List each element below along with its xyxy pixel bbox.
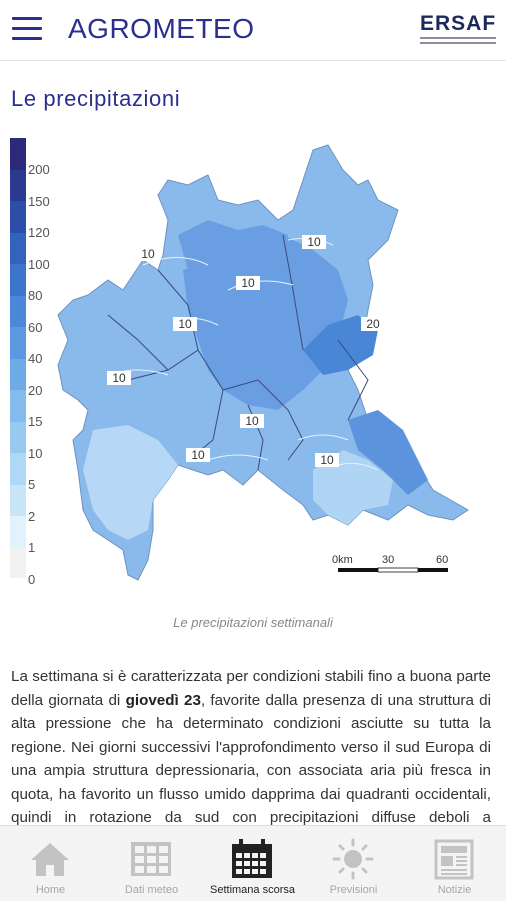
svg-text:60: 60 bbox=[436, 554, 448, 566]
contour-labels: 10 10 10 10 10 10 10 10 20 bbox=[107, 235, 385, 467]
tab-dati-meteo[interactable]: Dati meteo bbox=[101, 826, 202, 901]
app-title: AGROMETEO bbox=[68, 13, 255, 44]
contour-label: 10 bbox=[191, 448, 205, 462]
legend-swatch bbox=[10, 264, 26, 296]
bottom-tab-bar: Home Dati meteo Settimana scorsa bbox=[0, 825, 506, 901]
legend-swatch bbox=[10, 547, 26, 578]
article-body: La settimana si è caratterizzata per con… bbox=[11, 668, 491, 825]
precipitation-map: 10 10 10 10 10 10 10 10 20 0km 30 60 bbox=[57, 144, 469, 581]
page-title: Le precipitazioni bbox=[11, 86, 181, 111]
app-header: AGROMETEO ERSAF bbox=[0, 0, 506, 61]
legend-value: 200 bbox=[28, 162, 50, 177]
province-borders bbox=[107, 234, 369, 471]
legend-swatch bbox=[10, 390, 26, 422]
contour-label: 20 bbox=[366, 317, 380, 331]
contour-label-bg bbox=[107, 371, 131, 385]
legend-swatch bbox=[10, 138, 26, 170]
legend-value: 15 bbox=[28, 414, 43, 429]
menu-icon[interactable] bbox=[12, 15, 42, 43]
map-caption: Le precipitazioni settimanali bbox=[173, 615, 333, 630]
region-zone-central bbox=[183, 235, 348, 410]
legend-value: 5 bbox=[28, 477, 36, 492]
calendar-icon bbox=[232, 839, 272, 878]
contour-label-bg bbox=[186, 448, 210, 462]
legend-value: 40 bbox=[28, 351, 43, 366]
region-zone-north bbox=[178, 220, 288, 275]
legend-swatch bbox=[10, 232, 26, 264]
legend-swatch bbox=[10, 327, 26, 359]
legend-value: 0 bbox=[28, 571, 36, 587]
legend-swatch bbox=[10, 169, 26, 201]
contour-label: 10 bbox=[307, 235, 321, 249]
contour-label: 10 bbox=[112, 371, 126, 385]
contour-label-bg bbox=[236, 276, 260, 290]
contour-label: 10 bbox=[178, 317, 192, 331]
precipitation-legend: 200 150 120 100 80 60 40 20 15 10 5 2 1 0 bbox=[10, 138, 70, 613]
contour-label-bg bbox=[315, 453, 339, 467]
contour-label-bg bbox=[361, 317, 385, 331]
ersaf-logo: ERSAF bbox=[414, 10, 498, 52]
contour-label: 10 bbox=[241, 276, 255, 290]
contour-label-bg bbox=[136, 247, 160, 261]
legend-swatch bbox=[10, 295, 26, 327]
region-zone-south-light bbox=[83, 425, 178, 540]
contour-label: 10 bbox=[245, 414, 259, 428]
legend-value: 20 bbox=[28, 382, 43, 398]
legend-value: 120 bbox=[28, 225, 50, 240]
legend-swatch bbox=[10, 201, 26, 233]
newspaper-icon bbox=[434, 839, 474, 880]
legend-value: 100 bbox=[28, 256, 50, 272]
tab-notizie[interactable]: Notizie bbox=[404, 826, 505, 901]
sun-icon bbox=[332, 838, 374, 880]
legend-swatch bbox=[10, 453, 26, 485]
legend-value: 1 bbox=[28, 540, 36, 555]
svg-text:0km: 0km bbox=[332, 554, 353, 566]
tab-home[interactable]: Home bbox=[0, 826, 101, 901]
tab-settimana-scorsa[interactable]: Settimana scorsa bbox=[202, 826, 303, 901]
contour-label-bg bbox=[302, 235, 326, 249]
legend-swatch bbox=[10, 484, 26, 516]
legend-swatch bbox=[10, 421, 26, 453]
legend-swatch bbox=[10, 516, 26, 548]
contour-label: 10 bbox=[141, 247, 155, 261]
region-zone-max-east bbox=[303, 315, 378, 375]
tab-previsioni[interactable]: Previsioni bbox=[303, 826, 404, 901]
legend-value: 80 bbox=[28, 288, 43, 303]
grid-table-icon bbox=[131, 842, 171, 876]
region-zone-southeast-light bbox=[313, 450, 393, 525]
legend-swatch bbox=[10, 358, 26, 390]
svg-text:30: 30 bbox=[382, 554, 394, 566]
region-zone-east-dark bbox=[348, 410, 428, 495]
contour-label-bg bbox=[173, 317, 197, 331]
highlight-date: giovedì 23 bbox=[125, 691, 201, 709]
contour-label: 10 bbox=[320, 453, 334, 467]
legend-value: 150 bbox=[28, 193, 50, 209]
legend-value: 10 bbox=[28, 445, 43, 461]
map-scale-bar: 0km 30 60 bbox=[332, 554, 448, 573]
legend-value: 60 bbox=[28, 319, 43, 335]
legend-value: 2 bbox=[28, 508, 36, 524]
home-icon bbox=[31, 843, 69, 876]
contour-label-bg bbox=[240, 414, 264, 428]
